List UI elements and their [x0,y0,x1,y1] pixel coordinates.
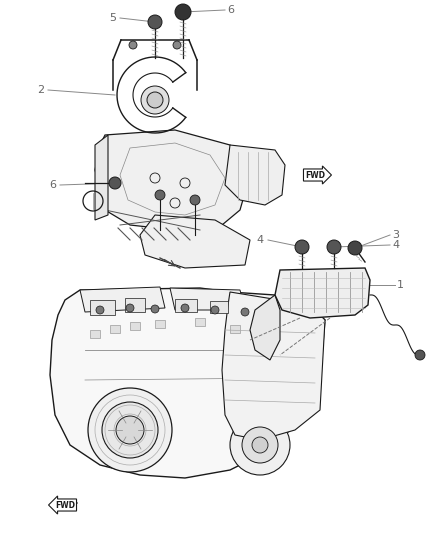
Circle shape [271,314,279,322]
Text: 1: 1 [397,280,404,290]
Circle shape [148,15,162,29]
Polygon shape [275,268,370,318]
Polygon shape [95,130,250,235]
Text: 2: 2 [37,85,44,95]
Text: 5: 5 [109,13,116,23]
Circle shape [295,240,309,254]
Circle shape [327,240,341,254]
FancyBboxPatch shape [195,318,205,326]
Circle shape [147,92,163,108]
Circle shape [252,437,268,453]
Circle shape [230,415,290,475]
Text: 3: 3 [392,230,399,240]
Polygon shape [50,288,325,478]
FancyBboxPatch shape [175,299,197,312]
Circle shape [175,4,191,20]
Polygon shape [250,295,280,360]
FancyBboxPatch shape [90,300,115,315]
Text: 6: 6 [227,5,234,15]
Circle shape [181,304,189,312]
Polygon shape [225,145,285,205]
FancyBboxPatch shape [130,322,140,330]
Circle shape [155,190,165,200]
Polygon shape [80,287,165,312]
Text: 4: 4 [257,235,264,245]
FancyBboxPatch shape [125,298,145,312]
Text: FWD: FWD [305,171,325,180]
Circle shape [242,427,278,463]
FancyBboxPatch shape [255,330,265,338]
Circle shape [141,86,169,114]
Circle shape [348,241,362,255]
FancyBboxPatch shape [210,301,228,313]
FancyBboxPatch shape [90,330,100,338]
Polygon shape [170,288,245,310]
Circle shape [211,306,219,314]
FancyBboxPatch shape [110,325,120,333]
Circle shape [151,305,159,313]
Polygon shape [140,215,250,268]
Circle shape [102,402,158,458]
Circle shape [129,41,137,49]
Circle shape [116,416,144,444]
Circle shape [88,388,172,472]
FancyBboxPatch shape [230,325,240,333]
Circle shape [190,195,200,205]
Circle shape [96,306,104,314]
Circle shape [241,308,249,316]
Circle shape [109,177,121,189]
Circle shape [173,41,181,49]
Circle shape [126,304,134,312]
Circle shape [415,350,425,360]
Text: FWD: FWD [55,500,75,510]
Polygon shape [222,292,325,440]
Text: 4: 4 [392,240,399,250]
Polygon shape [95,135,108,220]
Text: 6: 6 [49,180,56,190]
FancyBboxPatch shape [155,320,165,328]
